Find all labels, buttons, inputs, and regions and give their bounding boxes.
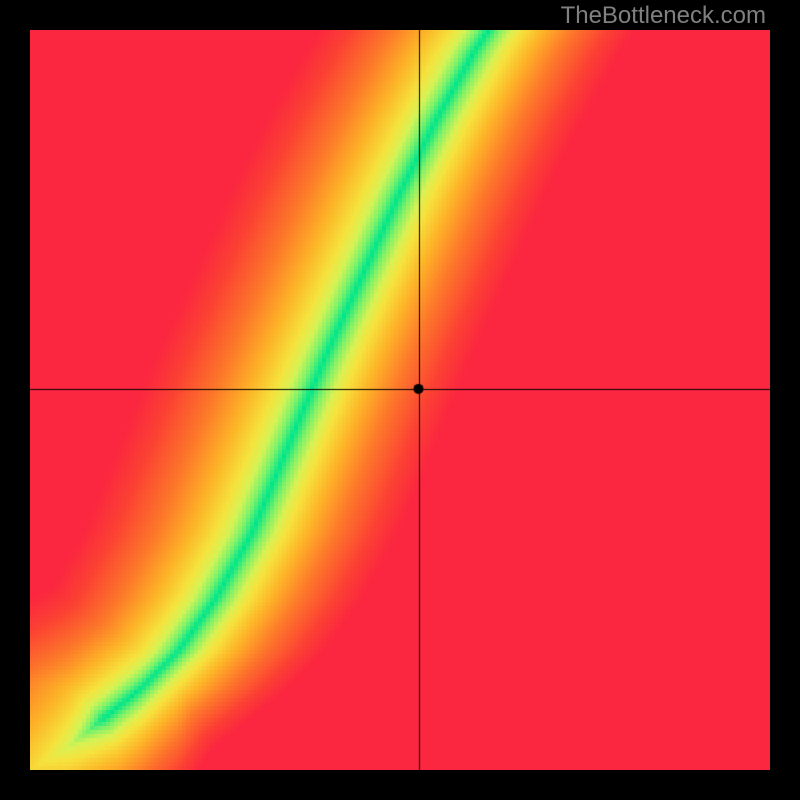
bottleneck-heatmap — [30, 30, 770, 770]
chart-container: TheBottleneck.com — [0, 0, 800, 800]
watermark-text: TheBottleneck.com — [561, 2, 766, 30]
